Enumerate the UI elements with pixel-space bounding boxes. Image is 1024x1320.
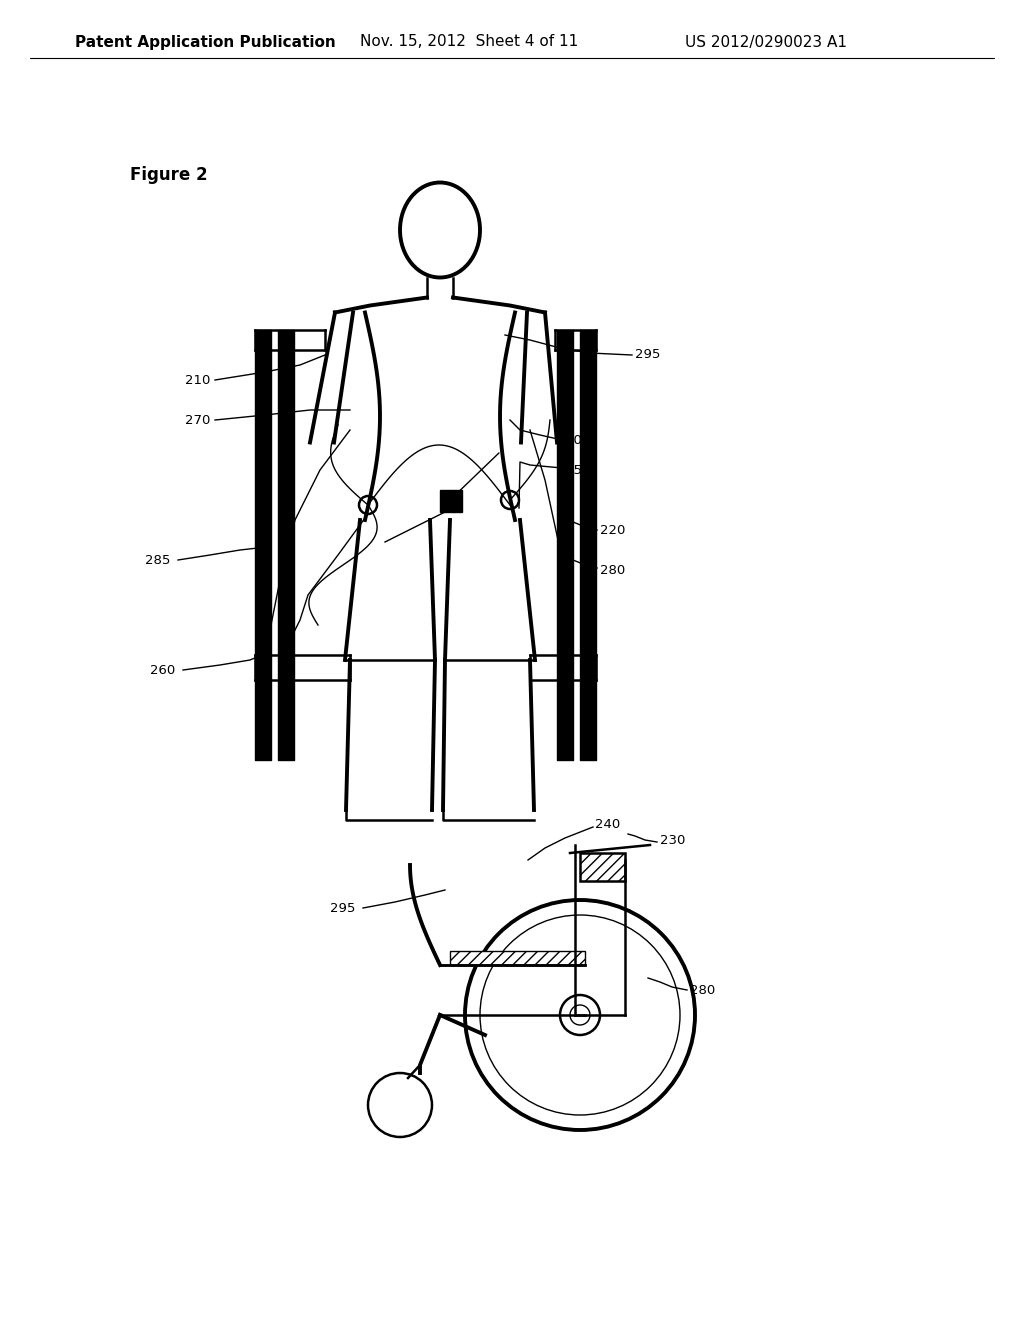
Text: 200: 200 <box>565 433 590 446</box>
Text: 270: 270 <box>185 413 210 426</box>
Polygon shape <box>440 490 462 512</box>
Text: 220: 220 <box>600 524 626 536</box>
Text: 250: 250 <box>565 463 591 477</box>
Bar <box>580 853 625 880</box>
Text: 230: 230 <box>660 833 685 846</box>
Text: Figure 2: Figure 2 <box>130 166 208 183</box>
Bar <box>450 950 585 965</box>
Text: 260: 260 <box>150 664 175 676</box>
Text: 295: 295 <box>330 902 355 915</box>
Text: Patent Application Publication: Patent Application Publication <box>75 34 336 49</box>
Text: 240: 240 <box>595 818 621 832</box>
Text: 280: 280 <box>600 564 626 577</box>
Text: 280: 280 <box>690 983 715 997</box>
Text: 295: 295 <box>635 348 660 362</box>
Text: 285: 285 <box>145 553 170 566</box>
Text: US 2012/0290023 A1: US 2012/0290023 A1 <box>685 34 847 49</box>
Text: 210: 210 <box>185 374 210 387</box>
Text: Nov. 15, 2012  Sheet 4 of 11: Nov. 15, 2012 Sheet 4 of 11 <box>360 34 579 49</box>
